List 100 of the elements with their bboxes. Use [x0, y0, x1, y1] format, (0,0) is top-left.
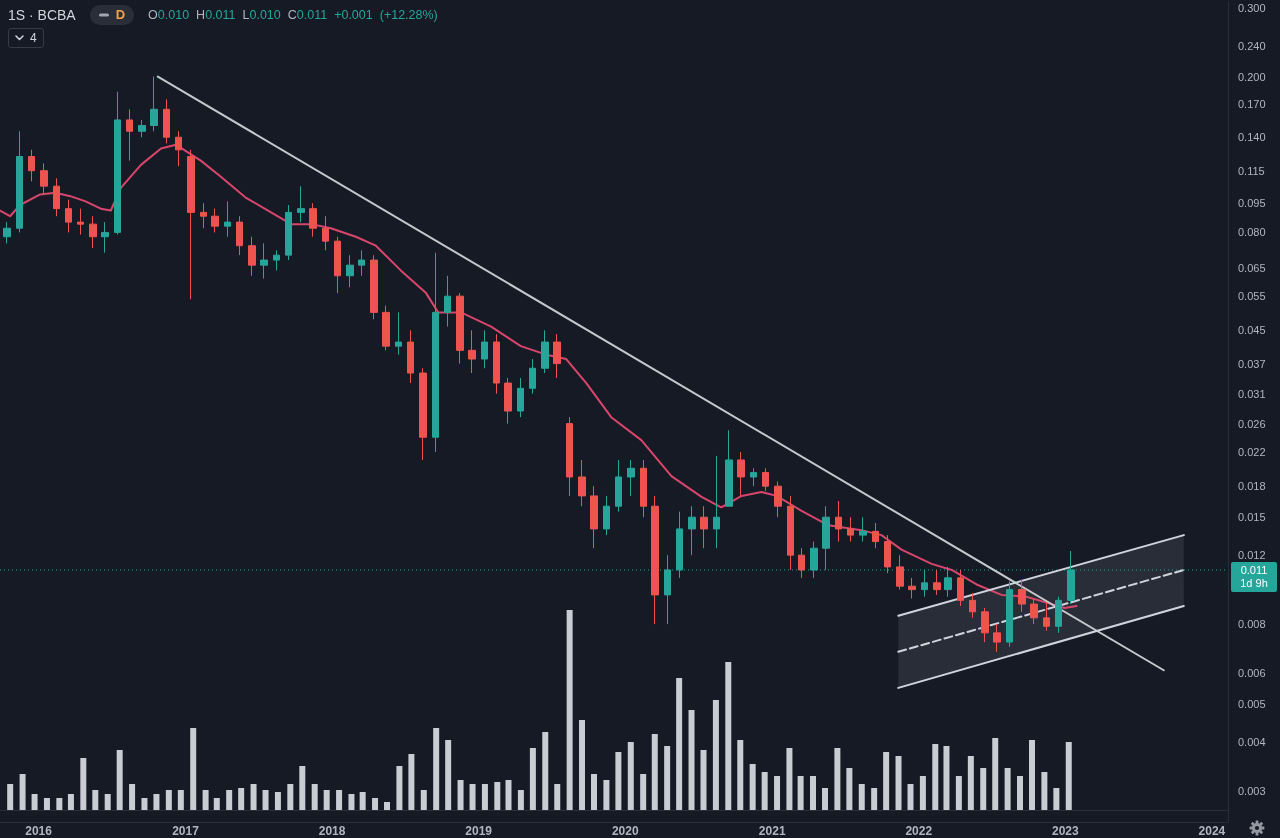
x-tick-label: 2020 [611, 824, 639, 838]
bar [712, 700, 719, 810]
bar [821, 788, 828, 810]
bar [56, 798, 63, 810]
bar [92, 790, 99, 810]
bar [469, 784, 476, 810]
bar [190, 728, 197, 810]
candlestick [1043, 601, 1050, 632]
bar [1041, 772, 1048, 810]
bar [810, 776, 816, 810]
bar [250, 784, 257, 810]
x-tick-label: 2023 [1052, 824, 1080, 838]
x-tick-label: 2022 [905, 824, 933, 838]
bar [348, 794, 355, 810]
bar [749, 764, 756, 810]
bar [104, 794, 111, 810]
bar [554, 784, 561, 810]
bar [433, 728, 440, 810]
bar [883, 752, 890, 810]
y-tick-label: 0.006 [1238, 667, 1266, 680]
bar [1017, 776, 1023, 810]
bar [529, 748, 536, 810]
x-tick-label: 2021 [758, 824, 786, 838]
x-tick-label: 2018 [318, 824, 346, 838]
candlestick [1030, 598, 1038, 625]
bar [992, 738, 999, 810]
bar [761, 772, 768, 810]
bar [737, 740, 744, 810]
bar [213, 798, 220, 810]
bar [299, 766, 306, 810]
bar [591, 774, 598, 810]
bar [664, 746, 671, 810]
bar [177, 790, 184, 810]
bar [700, 750, 707, 810]
bar [262, 790, 269, 810]
bar [420, 790, 427, 810]
bar [153, 794, 160, 810]
candlestick [3, 221, 11, 244]
y-tick-label: 0.005 [1238, 698, 1266, 711]
bar [287, 784, 294, 810]
bar [141, 798, 148, 810]
bar [651, 734, 658, 810]
bar [895, 756, 902, 810]
bar [7, 784, 14, 810]
x-tick-label: 2016 [25, 824, 53, 838]
bar [871, 788, 878, 810]
bar [457, 780, 464, 810]
bar [943, 746, 950, 810]
bar [640, 774, 647, 810]
bar [165, 790, 172, 810]
bar [579, 720, 586, 810]
candlestick [993, 623, 1001, 653]
bar [396, 766, 403, 810]
bar [311, 784, 318, 810]
bar [1028, 740, 1035, 810]
candlestick [1006, 580, 1013, 648]
candlestick [1018, 579, 1026, 613]
bar [116, 750, 123, 810]
bar [774, 776, 781, 810]
candlestick [969, 592, 976, 619]
bar [725, 662, 732, 810]
bar [919, 776, 926, 810]
y-tick-label: 0.004 [1238, 736, 1266, 749]
bar [481, 784, 488, 810]
bar [797, 776, 804, 810]
bar [43, 798, 50, 810]
bar [676, 678, 683, 810]
bar [566, 610, 573, 810]
bar [129, 784, 136, 810]
bar [955, 776, 962, 810]
bar [846, 768, 853, 810]
bar [786, 748, 793, 810]
y-tick-label: 0.003 [1238, 784, 1266, 797]
bar [372, 798, 379, 810]
bar [226, 790, 233, 810]
bar [274, 792, 281, 810]
bar [408, 754, 415, 810]
bar [323, 790, 330, 810]
bar [834, 748, 841, 810]
x-tick-label: 2017 [172, 824, 200, 838]
bar [907, 784, 914, 810]
candlestick [1055, 596, 1062, 634]
bar [688, 710, 695, 810]
x-tick-label: 2019 [465, 824, 493, 838]
bar [1065, 742, 1072, 810]
bar [1053, 788, 1060, 810]
bar [80, 758, 87, 810]
bar [517, 790, 524, 810]
bar [505, 780, 512, 810]
bar [336, 790, 343, 810]
bar [603, 780, 610, 810]
bar [19, 774, 26, 810]
bar [1004, 768, 1011, 810]
bar [858, 784, 865, 810]
candlestick [981, 607, 989, 643]
bar [445, 740, 452, 810]
x-tick-label: 2024 [1198, 824, 1226, 838]
bar [202, 790, 209, 810]
bar [542, 732, 549, 810]
bar [932, 744, 939, 810]
